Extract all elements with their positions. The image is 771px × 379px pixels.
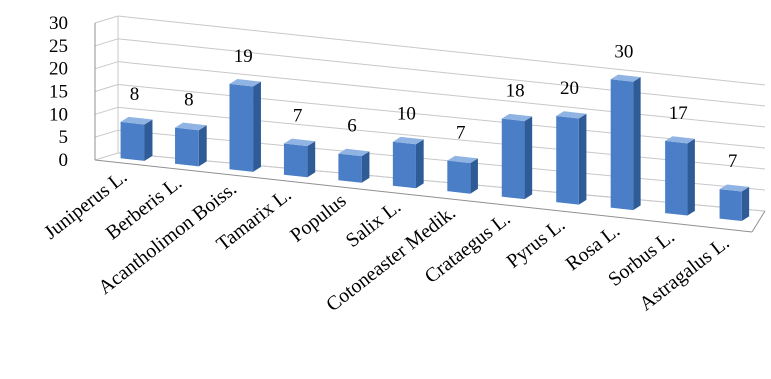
bar-10 — [665, 136, 695, 216]
bar-top-face — [719, 184, 750, 192]
bar-front-face — [175, 127, 199, 167]
data-label: 8 — [184, 90, 194, 111]
data-label: 7 — [456, 123, 466, 144]
bar-side-face — [524, 116, 533, 200]
bar-front-face — [229, 83, 254, 172]
bar-front-face — [447, 160, 471, 194]
bar-front-face — [392, 141, 416, 189]
category-label: Populus — [286, 189, 351, 246]
data-label: 7 — [293, 106, 303, 127]
bar-front-face — [338, 153, 362, 183]
bar-top-face — [283, 138, 316, 147]
gridline-30 — [117, 15, 766, 86]
bar-side-face — [633, 77, 641, 211]
bar-top-face — [665, 136, 695, 144]
y-tick-label: 30 — [49, 13, 68, 34]
gridline-15 — [117, 84, 766, 149]
bar-top-face — [120, 116, 153, 125]
bar-side-face — [198, 125, 207, 167]
side-gridline-5 — [94, 129, 119, 138]
bar-side-face — [578, 113, 587, 205]
bar-side-face — [361, 151, 370, 183]
gridline-20 — [117, 61, 766, 128]
side-gridline-15 — [94, 84, 119, 92]
data-label: 30 — [614, 41, 633, 62]
bar-side-face — [687, 138, 695, 216]
side-gridline-20 — [94, 61, 119, 70]
gridline-10 — [117, 106, 766, 170]
gridlines — [94, 15, 766, 212]
floor-front-edge — [94, 159, 753, 233]
data-label: 19 — [234, 46, 253, 67]
y-tick-label: 0 — [59, 150, 69, 171]
bar-top-face — [610, 74, 641, 82]
bar-7 — [501, 113, 533, 200]
bar-top-face — [229, 79, 261, 87]
gridline-25 — [117, 38, 766, 107]
bar-top-face — [392, 136, 424, 145]
bar-top-face — [556, 111, 587, 119]
side-gridline-0 — [94, 152, 119, 161]
bar-top-face — [338, 148, 370, 157]
gridline-5 — [117, 129, 766, 191]
bar-front-face — [665, 140, 688, 216]
floor-back-edge — [117, 152, 766, 212]
data-label: 7 — [728, 151, 738, 172]
bar-front-face — [556, 115, 579, 205]
floor-right-edge — [751, 210, 766, 233]
side-gridline-10 — [94, 106, 119, 115]
bar-9 — [610, 74, 641, 211]
bar-5 — [392, 136, 424, 189]
y-tick-label: 20 — [49, 59, 68, 80]
bar-side-face — [307, 141, 316, 178]
bar-6 — [447, 155, 478, 194]
bar-side-face — [253, 81, 261, 172]
y-tick-label: 15 — [49, 82, 68, 103]
data-labels: 8 8 19 7 6 10 7 18 20 30 17 7 — [130, 41, 738, 172]
bar-side-face — [741, 186, 750, 222]
bar-side-face — [144, 119, 153, 161]
data-label: 6 — [347, 116, 357, 137]
bar-front-face — [120, 121, 145, 161]
y-tick-label: 10 — [49, 104, 68, 125]
bar-top-face — [447, 155, 478, 164]
bar-front-face — [719, 189, 742, 222]
bar-0 — [120, 116, 153, 161]
bar-front-face — [501, 118, 525, 200]
side-gridline-30 — [94, 15, 119, 24]
data-label: 8 — [130, 84, 140, 105]
bar-8 — [556, 111, 587, 205]
bar-side-face — [415, 139, 424, 189]
side-gridline-25 — [94, 38, 119, 47]
y-tick-label: 5 — [59, 127, 69, 148]
data-label: 18 — [506, 81, 525, 102]
bar-front-face — [610, 79, 634, 211]
bars — [120, 74, 750, 222]
bar-front-face — [283, 143, 308, 178]
y-tick-label: 25 — [49, 36, 68, 57]
axes — [94, 16, 766, 233]
data-label: 10 — [397, 104, 416, 125]
bar-1 — [175, 122, 207, 167]
data-label: 20 — [560, 78, 579, 99]
bar-4 — [338, 148, 370, 183]
bar-11 — [719, 184, 750, 222]
bar-top-face — [175, 122, 207, 131]
bar-top-face — [501, 113, 533, 122]
bar-3 — [283, 138, 316, 178]
data-label: 17 — [669, 103, 688, 124]
bar-side-face — [470, 158, 478, 194]
bar-2 — [229, 79, 261, 172]
